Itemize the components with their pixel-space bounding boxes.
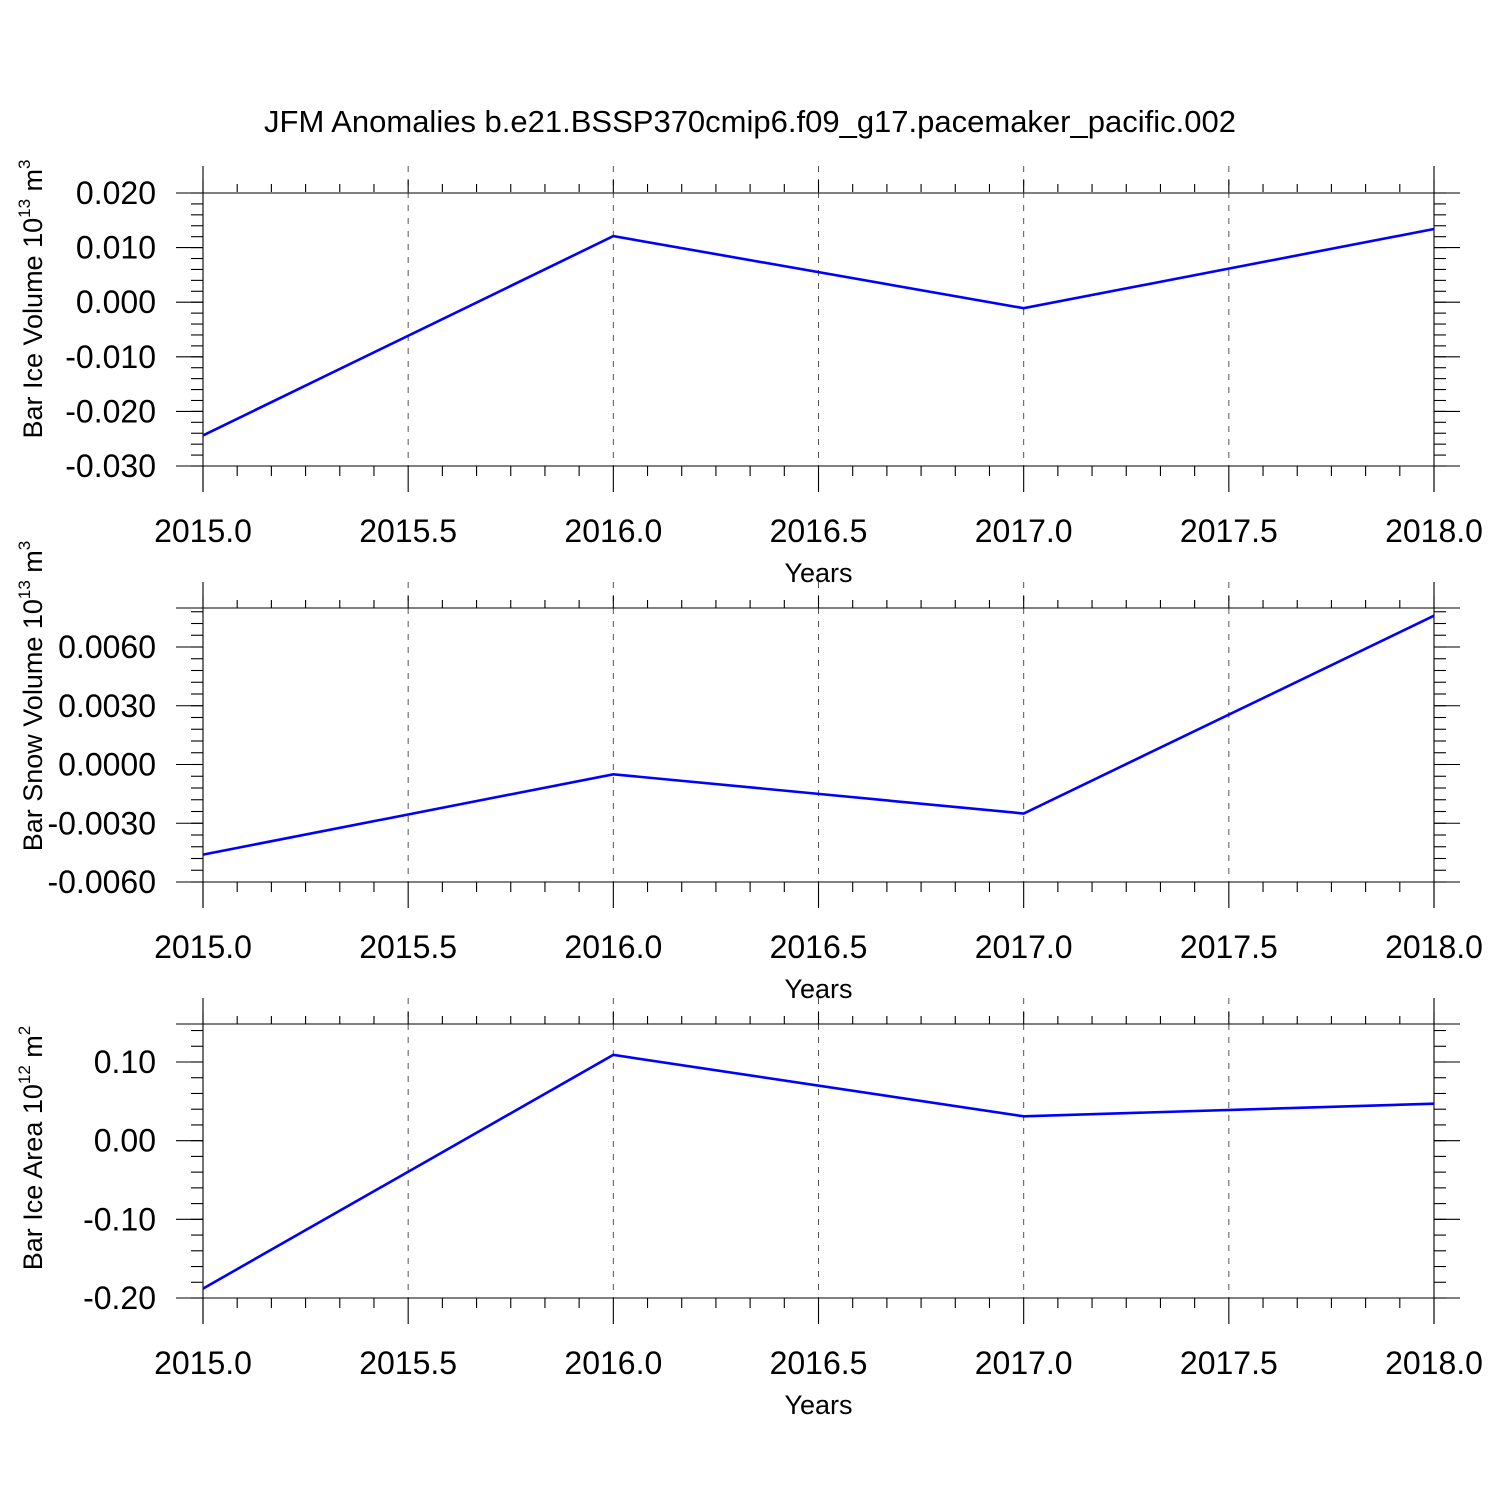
x-tick-label: 2017.5 xyxy=(1180,513,1278,549)
x-tick-label: 2017.0 xyxy=(975,929,1073,965)
x-tick-label: 2015.5 xyxy=(359,929,457,965)
y-axis-title-unit-exponent: 3 xyxy=(15,159,34,168)
x-tick-label: 2016.0 xyxy=(564,929,662,965)
x-tick-label: 2018.0 xyxy=(1385,929,1483,965)
y-tick-label: -0.20 xyxy=(83,1280,156,1316)
y-tick-label: 0.020 xyxy=(76,175,156,211)
x-axis-title: Years xyxy=(784,1390,852,1420)
x-tick-label: 2016.5 xyxy=(770,1345,868,1381)
series-line xyxy=(202,227,1435,437)
x-tick-label: 2017.5 xyxy=(1180,1345,1278,1381)
x-tick-label: 2016.0 xyxy=(564,513,662,549)
y-tick-label: 0.00 xyxy=(94,1123,156,1159)
x-tick-label: 2017.0 xyxy=(975,1345,1073,1381)
y-tick-label: -0.010 xyxy=(65,339,156,375)
y-axis-title-unit-exponent: 2 xyxy=(15,1026,34,1035)
x-tick-label: 2018.0 xyxy=(1385,1345,1483,1381)
x-tick-label: 2016.5 xyxy=(770,929,868,965)
y-axis-title-text: Bar Snow Volume 10 xyxy=(18,599,48,851)
y-axis-title: Bar Snow Volume 1013 m3 xyxy=(15,541,48,852)
x-tick-label: 2015.5 xyxy=(359,1345,457,1381)
y-tick-label: -0.020 xyxy=(65,393,156,429)
figure-title: JFM Anomalies b.e21.BSSP370cmip6.f09_g17… xyxy=(264,104,1236,139)
x-tick-label: 2015.0 xyxy=(154,929,252,965)
y-axis-title-unit-exponent: 3 xyxy=(15,541,34,550)
panels: 2015.0 2015.5 2016.0 2016.5 2017.0 2017.5 2018… xyxy=(15,159,1483,1420)
x-tick-label: 2017.0 xyxy=(975,513,1073,549)
panel-3: 2015.0 2015.5 2016.0 2016.5 2017.0 2017.5 2018… xyxy=(15,998,1483,1420)
x-tick-label: 2015.5 xyxy=(359,513,457,549)
x-tick-label: 2015.0 xyxy=(154,1345,252,1381)
y-axis-title-text: Bar Ice Volume 10 xyxy=(18,218,48,439)
y-tick-label: -0.0060 xyxy=(47,864,156,900)
y-axis-title-unit: m xyxy=(18,169,48,199)
series-line xyxy=(202,1053,1435,1290)
y-tick-label: 0.0030 xyxy=(58,688,156,724)
y-axis-title-text: Bar Ice Area 10 xyxy=(18,1084,48,1270)
x-tick-label: 2017.5 xyxy=(1180,929,1278,965)
y-tick-label: -0.030 xyxy=(65,448,156,484)
y-tick-label: 0.0060 xyxy=(58,629,156,665)
series-line xyxy=(202,614,1435,856)
y-axis-title-exponent: 13 xyxy=(15,199,34,218)
y-tick-label: -0.10 xyxy=(83,1201,156,1237)
y-tick-label: 0.000 xyxy=(76,284,156,320)
y-axis-title: Bar Ice Area 1012 m2 xyxy=(15,1026,48,1271)
y-tick-label: 0.0000 xyxy=(58,747,156,783)
y-axis-title-unit: m xyxy=(18,550,48,580)
x-tick-label: 2018.0 xyxy=(1385,513,1483,549)
y-tick-label: 0.010 xyxy=(76,230,156,266)
x-tick-label: 2016.0 xyxy=(564,1345,662,1381)
x-tick-label: 2016.5 xyxy=(770,513,868,549)
y-axis-title-unit: m xyxy=(18,1035,48,1065)
panel-2: 2015.0 2015.5 2016.0 2016.5 2017.0 2017.5 2018… xyxy=(15,541,1483,1004)
panel-1: 2015.0 2015.5 2016.0 2016.5 2017.0 2017.5 2018… xyxy=(15,159,1483,588)
y-axis-title: Bar Ice Volume 1013 m3 xyxy=(15,159,48,438)
y-axis-title-exponent: 12 xyxy=(15,1065,34,1084)
y-axis-title-exponent: 13 xyxy=(15,580,34,599)
x-tick-label: 2015.0 xyxy=(154,513,252,549)
y-tick-label: 0.10 xyxy=(94,1044,156,1080)
y-tick-label: -0.0030 xyxy=(47,805,156,841)
